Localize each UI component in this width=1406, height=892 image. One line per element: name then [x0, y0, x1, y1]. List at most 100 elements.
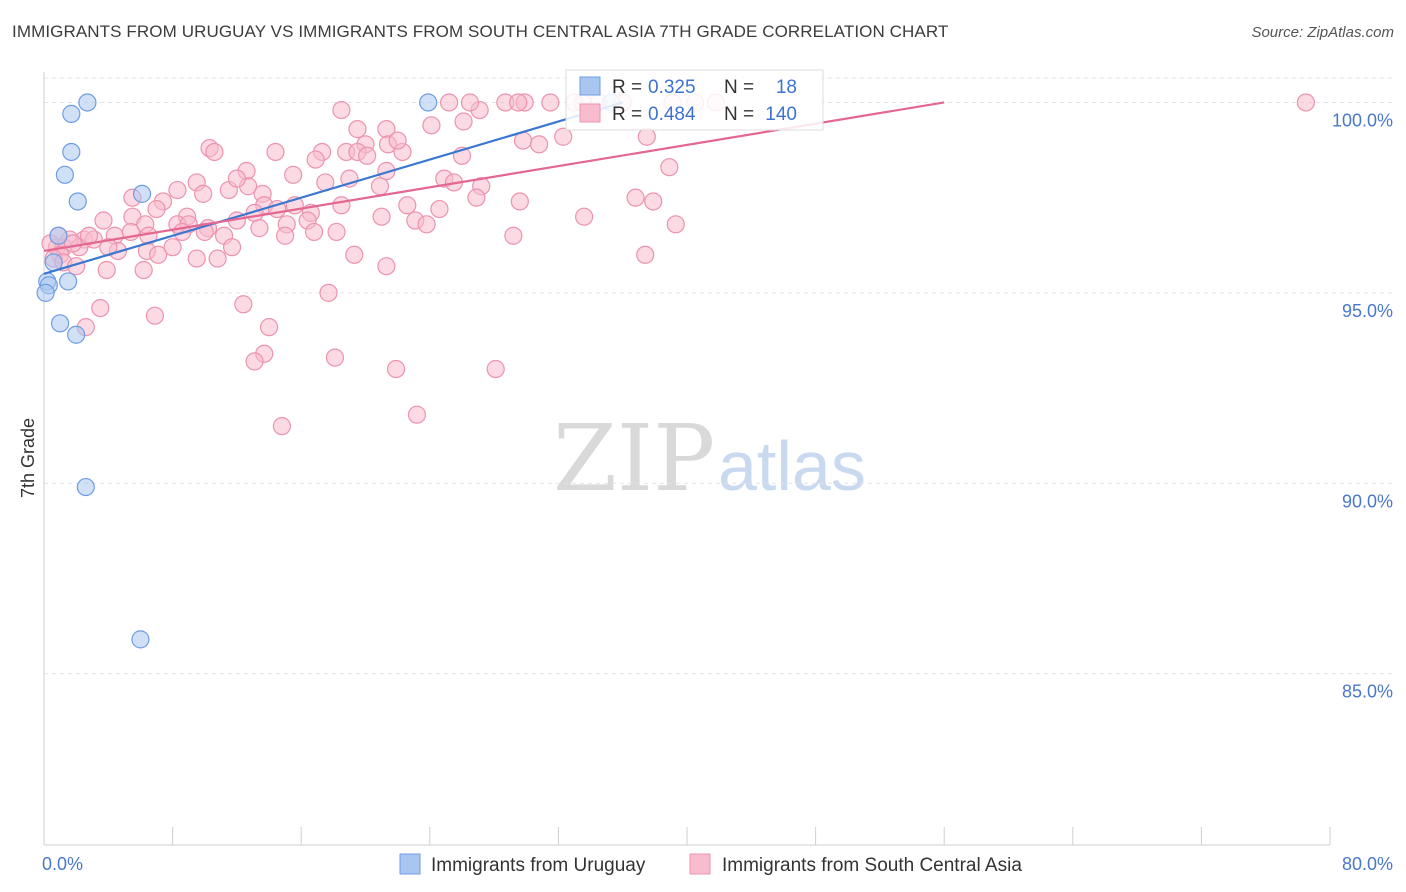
- stats-r-value-1: 0.325: [648, 77, 696, 98]
- y-tick-label-1: 95.0%: [1342, 301, 1393, 321]
- asia-point-34: [660, 158, 679, 177]
- asia-point-75: [417, 215, 436, 234]
- asia-point-128: [227, 169, 246, 188]
- asia-point-111: [234, 295, 253, 314]
- asia-point-53: [467, 188, 486, 207]
- legend-label-asia: Immigrants from South Central Asia: [722, 855, 1022, 876]
- uruguay-point-10: [59, 272, 78, 291]
- x-ticks: [43, 827, 1331, 845]
- asia-point-97: [222, 238, 242, 257]
- stats-r-value-2: 0.484: [648, 104, 696, 125]
- uruguay-point-15: [131, 630, 150, 649]
- asia-point-119: [386, 359, 406, 379]
- asia-point-114: [259, 318, 279, 337]
- uruguay-point-13: [67, 325, 86, 344]
- uruguay-point-16: [419, 93, 438, 112]
- stats-swatch-asia: [579, 103, 601, 123]
- asia-point-52: [430, 199, 449, 219]
- legend-label-uruguay: Immigrants from Uruguay: [431, 855, 646, 876]
- asia-point-41: [370, 177, 390, 196]
- uruguay-point-0: [78, 93, 97, 112]
- y-tick-label-3: 85.0%: [1342, 682, 1393, 702]
- asia-point-21: [530, 135, 549, 154]
- asia-point-95: [149, 245, 168, 264]
- stats-box-frame: [565, 69, 824, 131]
- asia-point-56: [644, 192, 663, 211]
- asia-point-126: [460, 93, 480, 112]
- uruguay-point-6: [49, 226, 68, 245]
- asia-point-71: [250, 219, 269, 238]
- series-asia-points: [41, 93, 1315, 436]
- asia-point-130: [276, 226, 295, 245]
- watermark-zip: ZIP: [553, 405, 715, 512]
- asia-point-88: [504, 226, 523, 245]
- asia-point-9: [439, 93, 459, 112]
- asia-point-54: [510, 192, 529, 211]
- stats-box: R = 0.325 N = 18 R = 0.484 N = 140: [565, 69, 824, 131]
- asia-point-51: [398, 196, 417, 215]
- uruguay-point-5: [132, 184, 152, 203]
- watermark-atlas: atlas: [718, 427, 866, 505]
- series-uruguay-points: [36, 93, 621, 649]
- asia-point-6: [541, 93, 560, 112]
- stats-r-label-1: R =: [612, 77, 642, 98]
- stats-r-label-2: R =: [612, 104, 642, 125]
- uruguay-point-14: [76, 477, 95, 497]
- asia-point-17: [554, 127, 573, 146]
- asia-point-77: [666, 215, 685, 234]
- asia-point-10: [332, 100, 351, 120]
- uruguay-point-1: [62, 104, 81, 123]
- asia-point-76: [575, 207, 594, 226]
- asia-point-46: [194, 184, 213, 203]
- asia-point-23: [205, 142, 224, 162]
- legend-swatch-uruguay: [399, 853, 421, 875]
- asia-point-113: [145, 306, 165, 325]
- asia-point-24: [266, 142, 285, 162]
- asia-point-55: [626, 188, 645, 207]
- uruguay-point-11: [36, 283, 55, 302]
- y-tick-label-0: 100.0%: [1332, 110, 1393, 130]
- asia-point-28: [358, 146, 377, 165]
- asia-point-44: [168, 180, 187, 200]
- asia-point-120: [486, 359, 505, 379]
- x-tick-label-min: 0.0%: [42, 854, 83, 874]
- asia-point-121: [407, 405, 427, 424]
- asia-point-86: [304, 222, 324, 242]
- asia-point-118: [325, 348, 345, 367]
- asia-point-87: [327, 222, 346, 242]
- asia-point-106: [134, 260, 153, 280]
- uruguay-point-3: [55, 165, 74, 184]
- x-tick-label-max: 80.0%: [1342, 854, 1393, 874]
- y-axis-label: 7th Grade: [18, 418, 38, 498]
- asia-point-98: [345, 245, 364, 264]
- asia-point-117: [245, 352, 264, 371]
- asia-point-31: [306, 150, 325, 169]
- y-tick-labels: 100.0% 95.0% 90.0% 85.0%: [1332, 110, 1393, 701]
- asia-point-129: [147, 199, 166, 219]
- stats-n-label-2: N =: [724, 104, 754, 125]
- asia-point-122: [272, 417, 292, 436]
- asia-point-14: [348, 120, 367, 139]
- asia-point-65: [94, 211, 113, 230]
- uruguay-point-2: [62, 142, 81, 162]
- stats-n-value-1: 18: [776, 77, 797, 98]
- asia-point-110: [319, 283, 338, 302]
- stats-n-value-2: 140: [765, 104, 797, 125]
- y-tick-label-2: 90.0%: [1342, 491, 1393, 511]
- legend: Immigrants from Uruguay Immigrants from …: [399, 853, 1022, 876]
- asia-point-0: [1296, 93, 1315, 112]
- asia-point-108: [208, 249, 227, 268]
- asia-point-13: [454, 112, 473, 131]
- stats-n-label-1: N =: [724, 77, 754, 98]
- asia-point-96: [163, 238, 182, 257]
- asia-point-125: [509, 93, 528, 112]
- asia-point-127: [388, 131, 407, 150]
- asia-point-12: [422, 116, 441, 135]
- stats-swatch-uruguay: [579, 76, 601, 96]
- uruguay-trend-line: [43, 101, 624, 275]
- chart-title: IMMIGRANTS FROM URUGUAY VS IMMIGRANTS FR…: [12, 22, 949, 41]
- asia-point-35: [284, 165, 303, 184]
- asia-point-50: [332, 196, 351, 215]
- source-label: Source: ZipAtlas.com: [1251, 24, 1394, 41]
